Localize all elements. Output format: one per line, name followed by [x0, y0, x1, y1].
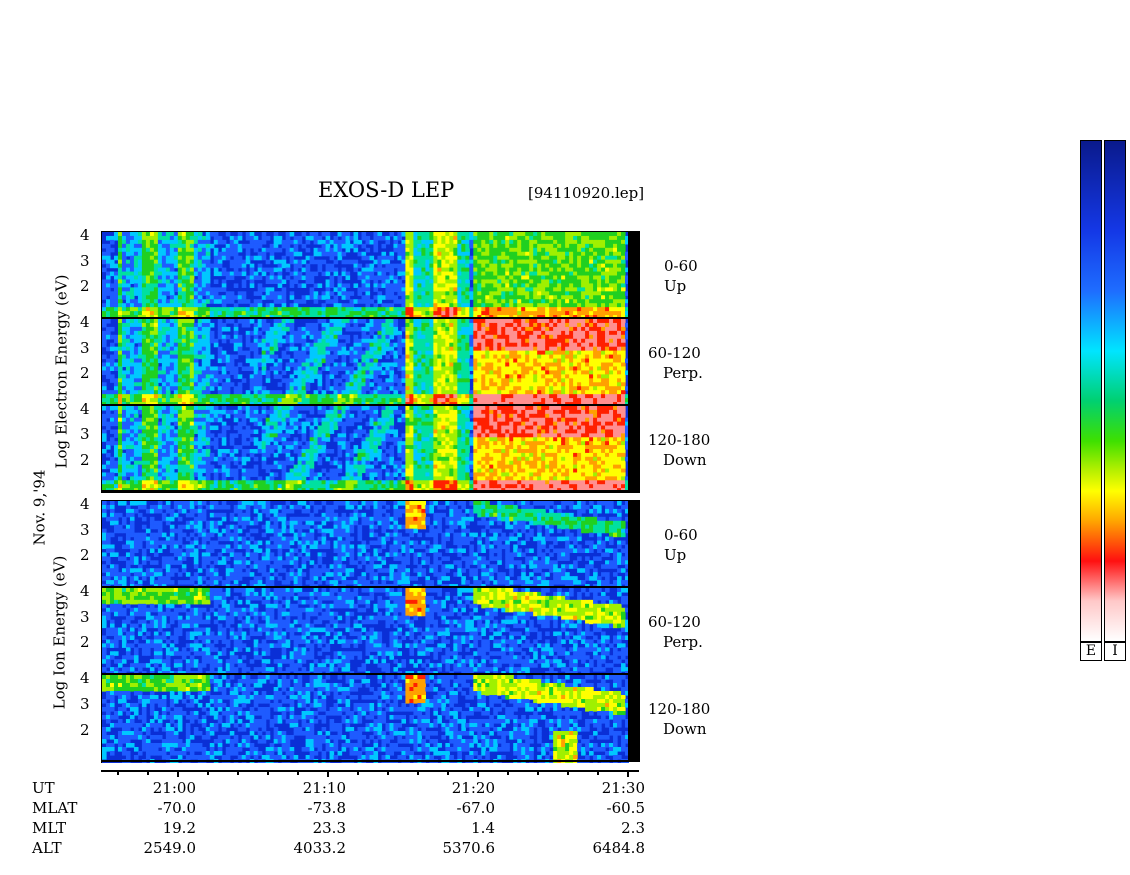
ephemeris-value: -73.8 [307, 799, 346, 817]
spectrogram-panel-ion-perp [101, 587, 629, 675]
ion-axis-label: Log Ion Energy (eV) [50, 555, 69, 710]
pitch-angle-label: 0-60 [664, 526, 698, 544]
y-tick-label: 3 [80, 251, 90, 270]
ephemeris-value: -70.0 [157, 799, 196, 817]
spectrogram-panel-electron-down [101, 405, 629, 492]
date-label: Nov. 9,'94 [30, 469, 49, 546]
electron-colorbar-label: E [1080, 642, 1102, 661]
ephemeris-value: 2.3 [621, 819, 645, 837]
y-tick-label: 2 [80, 633, 90, 652]
panel-separator [101, 586, 640, 588]
ephemeris-value: 21:00 [152, 779, 196, 797]
time-minor-tick [387, 771, 389, 775]
ion-colorbar-label: I [1104, 642, 1126, 661]
ephemeris-value: 21:30 [601, 779, 645, 797]
direction-label: Down [663, 451, 707, 469]
direction-label: Up [664, 277, 687, 295]
ephemeris-value: -67.0 [456, 799, 495, 817]
time-minor-tick [597, 771, 599, 775]
spectrogram-panel-ion-down [101, 674, 629, 763]
direction-label: Down [663, 720, 707, 738]
y-tick-label: 3 [80, 695, 90, 713]
time-minor-tick [447, 771, 449, 775]
y-tick-label: 3 [80, 607, 90, 626]
time-minor-tick [477, 771, 479, 777]
panel-edge-strip [628, 674, 640, 762]
y-tick-label: 4 [80, 400, 90, 418]
ephemeris-value: 1.4 [471, 819, 495, 837]
time-minor-tick [327, 771, 329, 777]
spectrogram-panel-electron-up [101, 231, 629, 319]
ephemeris-value: 19.2 [162, 819, 196, 837]
direction-label: Perp. [663, 364, 703, 382]
time-minor-tick [147, 771, 149, 775]
ephemeris-row-name: UT [32, 779, 55, 797]
y-tick-label: 4 [80, 226, 90, 244]
time-minor-tick [507, 771, 509, 775]
panel-separator [101, 760, 640, 762]
y-tick-label: 4 [80, 669, 90, 687]
time-minor-tick [297, 771, 299, 775]
y-tick-label: 2 [80, 546, 90, 565]
time-axis-line [101, 770, 639, 772]
ephemeris-row-name: ALT [32, 839, 62, 857]
pitch-angle-label: 120-180 [648, 700, 711, 718]
ephemeris-value: -60.5 [606, 799, 645, 817]
chart-title: EXOS-D LEP [318, 178, 455, 202]
ephemeris-value: 6484.8 [592, 839, 646, 857]
y-tick-label: 3 [80, 520, 90, 539]
panel-edge-strip [628, 405, 640, 491]
y-tick-label: 3 [80, 425, 90, 444]
time-minor-tick [267, 771, 269, 775]
ephemeris-row-name: MLT [32, 819, 67, 837]
panel-separator [101, 404, 640, 406]
time-minor-tick [357, 771, 359, 775]
ephemeris-value: 23.3 [312, 819, 346, 837]
y-tick-label: 4 [80, 495, 90, 513]
ephemeris-value: 21:20 [451, 779, 495, 797]
y-tick-label: 2 [80, 364, 90, 383]
ephemeris-row-name: MLAT [32, 799, 78, 817]
spectrogram-panel-electron-perp [101, 318, 629, 406]
panel-edge-strip [628, 318, 640, 405]
time-minor-tick [567, 771, 569, 775]
panel-separator [101, 490, 640, 493]
filename-label: [94110920.lep] [528, 184, 645, 202]
spectrogram-panel-ion-up [101, 500, 629, 588]
pitch-angle-label: 60-120 [648, 344, 701, 362]
pitch-angle-label: 120-180 [648, 431, 711, 449]
direction-label: Perp. [663, 633, 703, 651]
y-tick-label: 4 [80, 582, 90, 600]
time-minor-tick [237, 771, 239, 775]
ephemeris-value: 5370.6 [442, 839, 496, 857]
panel-edge-strip [628, 587, 640, 674]
time-minor-tick [117, 771, 119, 775]
y-tick-label: 2 [80, 277, 90, 296]
electron-axis-label: Log Electron Energy (eV) [52, 274, 71, 469]
ephemeris-value: 4033.2 [293, 839, 347, 857]
time-minor-tick [207, 771, 209, 775]
y-tick-label: 2 [80, 450, 90, 469]
direction-label: Up [664, 546, 687, 564]
time-minor-tick [417, 771, 419, 775]
panel-separator [101, 673, 640, 675]
ephemeris-value: 2549.0 [143, 839, 197, 857]
pitch-angle-label: 0-60 [664, 257, 698, 275]
panel-edge-strip [628, 500, 640, 587]
time-minor-tick [537, 771, 539, 775]
time-minor-tick [177, 771, 179, 777]
pitch-angle-label: 60-120 [648, 613, 701, 631]
ion-colorbar [1104, 140, 1126, 642]
time-minor-tick [627, 771, 629, 777]
y-tick-label: 2 [80, 721, 90, 739]
panel-separator [101, 317, 640, 319]
y-tick-label: 3 [80, 338, 90, 357]
panel-edge-strip [628, 231, 640, 318]
electron-colorbar [1080, 140, 1102, 642]
ephemeris-value: 21:10 [302, 779, 346, 797]
y-tick-label: 4 [80, 313, 90, 331]
